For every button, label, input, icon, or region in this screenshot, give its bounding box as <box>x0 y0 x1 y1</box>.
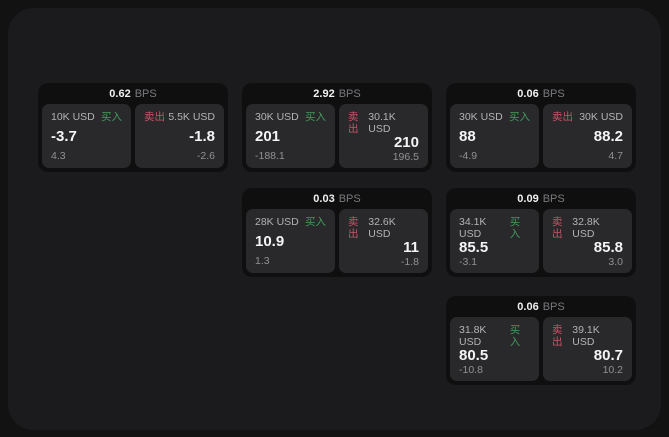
buy-side-label: 买入 <box>101 111 122 123</box>
sell-delta: -2.6 <box>196 150 215 162</box>
buy-tile[interactable]: 30K USD 买入 201 -188.1 <box>246 104 335 168</box>
sell-size: 5.5K USD <box>168 111 215 123</box>
sell-size: 32.8K USD <box>572 216 600 240</box>
sell-size: 30K USD <box>579 111 623 123</box>
spread-unit: BPS <box>338 87 361 100</box>
sell-price: 80.7 <box>593 347 623 364</box>
spread-header: 0.06 BPS <box>450 83 632 104</box>
buy-delta: 1.3 <box>255 255 270 267</box>
spread-value: 0.09 <box>517 192 539 205</box>
spread-unit: BPS <box>338 192 361 205</box>
quote-card-4: 0.03 BPS 28K USD 买入 10.9 1.3 卖出 32.6K US… <box>242 188 432 277</box>
buy-price: -3.7 <box>51 127 77 145</box>
buy-price: 85.5 <box>459 239 489 256</box>
quote-card-2: 2.92 BPS 30K USD 买入 201 -188.1 卖出 30.1K … <box>242 83 432 172</box>
quote-card-6: 0.06 BPS 31.8K USD 买入 80.5 -10.8 卖出 39.1… <box>446 296 636 385</box>
buy-tile[interactable]: 34.1K USD 买入 85.5 -3.1 <box>450 209 539 273</box>
spread-unit: BPS <box>542 192 565 205</box>
buy-tile[interactable]: 28K USD 买入 10.9 1.3 <box>246 209 335 273</box>
sell-price: 85.8 <box>593 239 623 256</box>
sell-tile[interactable]: 卖出 30K USD 88.2 4.7 <box>543 104 632 168</box>
buy-side-label: 买入 <box>509 324 521 348</box>
quote-card-1: 0.62 BPS 10K USD 买入 -3.7 4.3 卖出 5.5K USD… <box>38 83 228 172</box>
spread-header: 2.92 BPS <box>246 83 428 104</box>
sell-delta: 3.0 <box>608 256 623 268</box>
sell-price: 88.2 <box>593 127 623 145</box>
buy-size: 30K USD <box>255 111 299 123</box>
buy-delta: -188.1 <box>255 150 285 162</box>
spread-value: 0.06 <box>517 87 539 100</box>
spread-header: 0.09 BPS <box>450 188 632 209</box>
sell-size: 30.1K USD <box>368 111 396 135</box>
buy-price: 201 <box>255 127 281 145</box>
spread-unit: BPS <box>134 87 157 100</box>
buy-side-label: 买入 <box>305 111 326 123</box>
spread-unit: BPS <box>542 300 565 313</box>
sell-delta: 4.7 <box>608 150 623 162</box>
buy-delta: -10.8 <box>459 364 483 376</box>
buy-side-label: 买入 <box>509 216 521 240</box>
spread-value: 0.03 <box>313 192 335 205</box>
sell-tile[interactable]: 卖出 5.5K USD -1.8 -2.6 <box>135 104 224 168</box>
sell-tile[interactable]: 卖出 32.8K USD 85.8 3.0 <box>543 209 632 273</box>
app-surface: 0.62 BPS 10K USD 买入 -3.7 4.3 卖出 5.5K USD… <box>8 8 661 430</box>
buy-delta: -4.9 <box>459 150 478 162</box>
sell-side-label: 卖出 <box>348 111 359 135</box>
buy-tile[interactable]: 31.8K USD 买入 80.5 -10.8 <box>450 317 539 381</box>
sell-price: -1.8 <box>189 127 215 145</box>
buy-price: 80.5 <box>459 347 489 364</box>
buy-side-label: 买入 <box>305 216 326 228</box>
buy-size: 31.8K USD <box>459 324 487 348</box>
spread-header: 0.06 BPS <box>450 296 632 317</box>
spread-unit: BPS <box>542 87 565 100</box>
buy-size: 10K USD <box>51 111 95 123</box>
sell-delta: 196.5 <box>392 151 419 163</box>
buy-size: 34.1K USD <box>459 216 487 240</box>
sell-price: 11 <box>403 239 419 256</box>
buy-price: 88 <box>459 127 476 145</box>
quote-card-5: 0.09 BPS 34.1K USD 买入 85.5 -3.1 卖出 32.8K… <box>446 188 636 277</box>
sell-price: 210 <box>393 134 419 151</box>
buy-tile[interactable]: 30K USD 买入 88 -4.9 <box>450 104 539 168</box>
sell-size: 32.6K USD <box>368 216 396 240</box>
spread-header: 0.03 BPS <box>246 188 428 209</box>
spread-value: 2.92 <box>313 87 335 100</box>
buy-delta: -3.1 <box>459 256 478 268</box>
spread-value: 0.62 <box>109 87 131 100</box>
sell-tile[interactable]: 卖出 30.1K USD 210 196.5 <box>339 104 428 168</box>
sell-side-label: 卖出 <box>552 324 563 348</box>
sell-side-label: 卖出 <box>552 216 563 240</box>
spread-header: 0.62 BPS <box>42 83 224 104</box>
quote-card-3: 0.06 BPS 30K USD 买入 88 -4.9 卖出 30K USD 8… <box>446 83 636 172</box>
spread-value: 0.06 <box>517 300 539 313</box>
buy-size: 28K USD <box>255 216 299 228</box>
sell-tile[interactable]: 卖出 32.6K USD 11 -1.8 <box>339 209 428 273</box>
sell-side-label: 卖出 <box>552 111 573 123</box>
buy-side-label: 买入 <box>509 111 530 123</box>
buy-delta: 4.3 <box>51 150 66 162</box>
sell-tile[interactable]: 卖出 39.1K USD 80.7 10.2 <box>543 317 632 381</box>
buy-size: 30K USD <box>459 111 503 123</box>
sell-side-label: 卖出 <box>348 216 359 240</box>
sell-delta: 10.2 <box>602 364 623 376</box>
buy-price: 10.9 <box>255 232 285 250</box>
sell-side-label: 卖出 <box>144 111 165 123</box>
sell-delta: -1.8 <box>400 256 419 268</box>
sell-size: 39.1K USD <box>572 324 600 348</box>
buy-tile[interactable]: 10K USD 买入 -3.7 4.3 <box>42 104 131 168</box>
